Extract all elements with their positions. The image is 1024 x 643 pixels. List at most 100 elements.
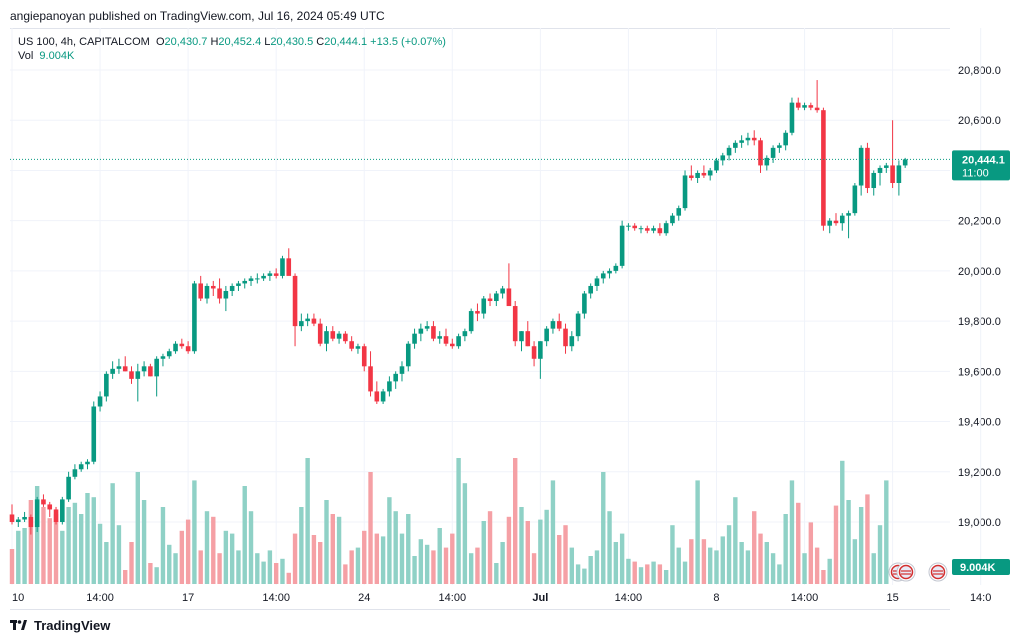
volume-bar [670, 525, 675, 584]
volume-bar [450, 533, 455, 584]
volume-bar [594, 550, 600, 584]
candle-body [619, 225, 625, 266]
candle-body [336, 333, 342, 339]
candle-body [141, 366, 147, 372]
candle-body [166, 351, 172, 357]
volume-bar [808, 522, 814, 584]
volume-bar [261, 561, 266, 584]
candle-body [349, 341, 354, 349]
volume-bar [387, 497, 392, 584]
volume-bar [299, 507, 304, 584]
volume-bar [406, 514, 411, 584]
candle-body [865, 147, 870, 189]
candle-body [833, 220, 839, 224]
candle-body [443, 336, 449, 344]
volume-bar [336, 516, 342, 584]
volume-bar [707, 547, 713, 584]
candle-body [387, 381, 392, 392]
volume-bar [330, 514, 335, 584]
candle-body [110, 368, 115, 374]
candle-body [192, 283, 197, 352]
candle-body [299, 321, 304, 327]
candle-body [563, 328, 568, 347]
volume-bar [877, 525, 883, 584]
candle-body [670, 215, 675, 224]
candle-body [85, 461, 90, 465]
volume-bar [198, 550, 203, 584]
candle-body [280, 258, 285, 276]
volume-bar [657, 564, 663, 584]
volume-bar [154, 567, 159, 584]
candle-body [600, 273, 606, 279]
volume-bar [91, 497, 96, 584]
volume-bar [462, 483, 468, 584]
candle-body [66, 476, 71, 500]
high-value: 20,452.4 [218, 36, 262, 48]
volume-bar [764, 542, 769, 584]
volume-bar [318, 542, 323, 584]
volume-bar [362, 530, 367, 584]
volume-bar [437, 528, 442, 584]
candle-body [210, 285, 216, 289]
volume-bar [211, 516, 216, 584]
candle-body [808, 105, 814, 108]
candle-body [556, 321, 562, 329]
symbol-name[interactable]: US 100, 4h, CAPITALCOM [18, 36, 150, 48]
volume-tag-value: 9.004K [960, 562, 996, 574]
candle-body [242, 280, 248, 284]
price-tag-countdown: 11:00 [962, 167, 989, 179]
open-label: O [155, 36, 165, 48]
candle-body [431, 326, 436, 339]
candle-body [494, 293, 499, 302]
volume-bar [550, 480, 556, 584]
volume-bar [28, 500, 34, 584]
candle-body [695, 172, 700, 178]
candle-body [317, 323, 323, 344]
volume-bar [513, 458, 518, 584]
candle-body [292, 275, 298, 327]
x-tick-label: 14:00 [262, 592, 290, 604]
candle-body [644, 228, 650, 231]
candle-body [343, 333, 348, 342]
volume-bar [663, 570, 669, 584]
volume-bar [85, 493, 90, 584]
volume-bar [456, 458, 461, 584]
candle-body [261, 275, 266, 279]
candle-body [714, 160, 719, 171]
candle-body [15, 519, 21, 522]
volume-bar [789, 480, 795, 584]
volume-bar [852, 539, 858, 584]
candle-body [846, 213, 851, 216]
candle-body [399, 366, 405, 374]
candle-body [764, 157, 770, 166]
volume-bar [487, 511, 493, 584]
volume-bar [525, 521, 530, 584]
volume-bar [531, 553, 537, 584]
candle-body [9, 514, 15, 522]
candle-body [129, 371, 134, 379]
candle-body [204, 285, 210, 299]
candle-body [689, 175, 694, 178]
flag-face [898, 564, 914, 580]
candle-body [733, 142, 738, 148]
candle-body [468, 311, 474, 332]
candle-body [185, 346, 191, 352]
low-value: 20,430.5 [270, 36, 314, 48]
volume-bar [475, 547, 480, 584]
volume-bar [41, 507, 46, 584]
volume-bar [607, 511, 612, 584]
volume-bar [217, 553, 222, 584]
volume-bar [758, 533, 763, 584]
candle-body [223, 290, 229, 299]
volume-bar [192, 480, 197, 584]
candle-body [311, 318, 317, 324]
volume-bar [638, 567, 644, 584]
volume-bar [78, 514, 84, 584]
volume-bar [393, 511, 398, 584]
candle-body [104, 373, 109, 397]
volume-bar [613, 542, 619, 584]
x-tick-label: 15 [886, 592, 898, 604]
candle-body [720, 155, 726, 161]
candle-body [424, 326, 430, 329]
